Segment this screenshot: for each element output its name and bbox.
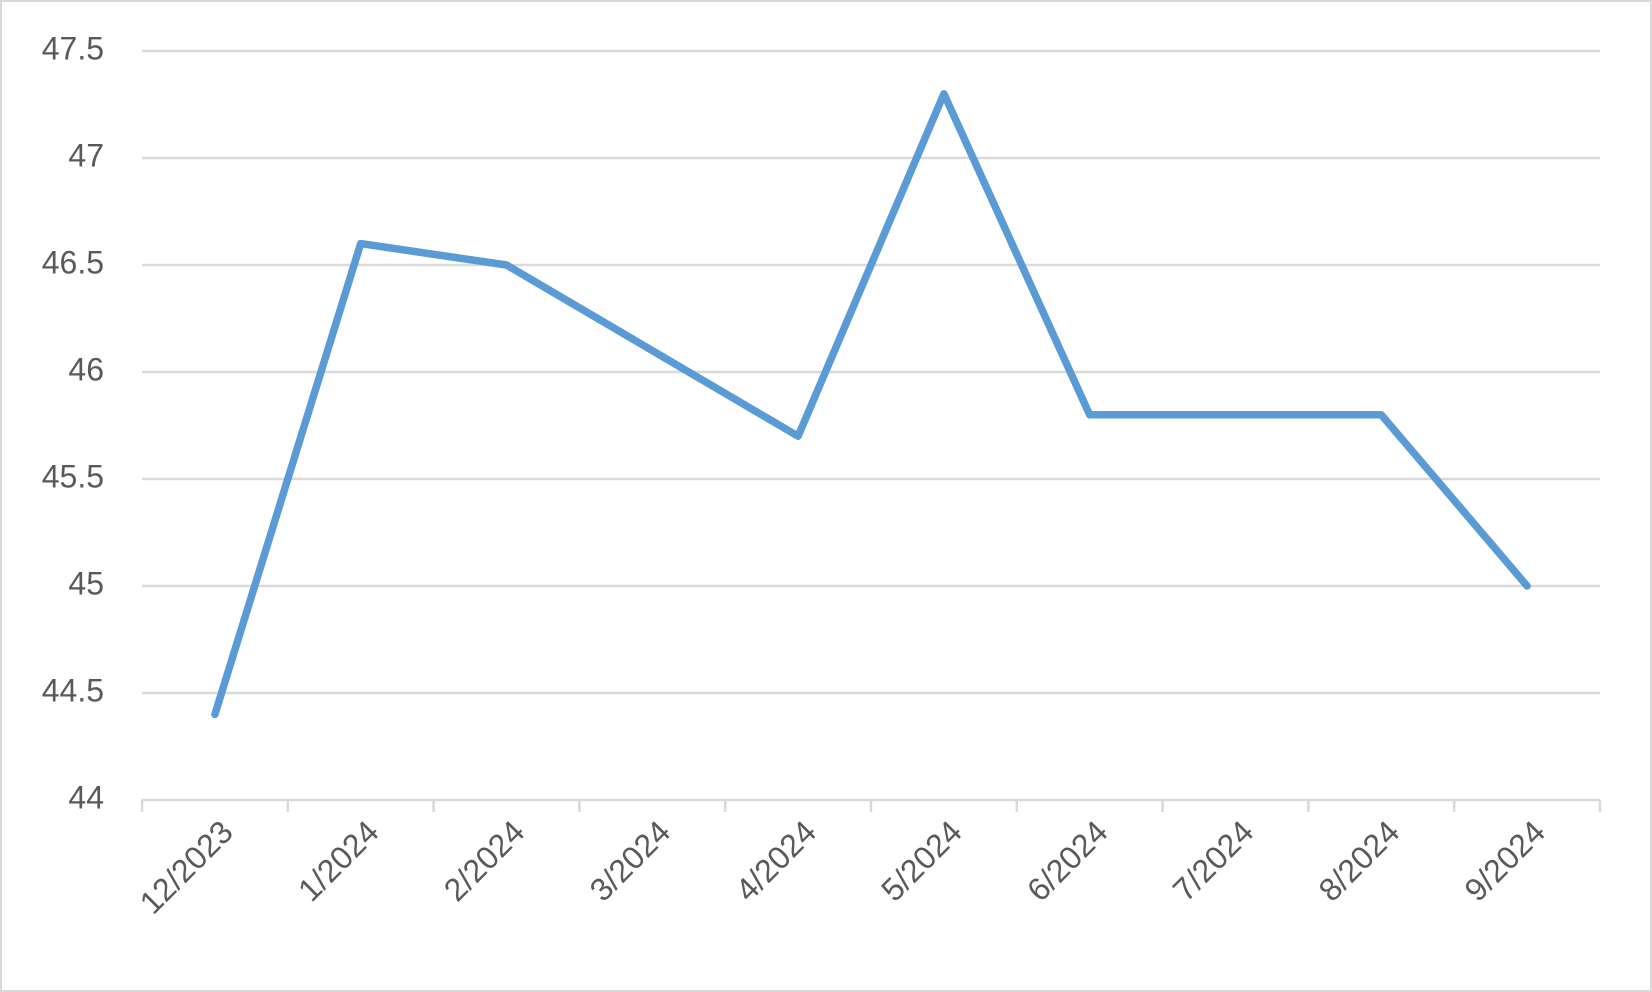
y-tick-label: 44 [68, 779, 104, 815]
y-tick-label: 45 [68, 565, 104, 601]
y-tick-label: 46.5 [42, 244, 104, 280]
y-tick-label: 47 [68, 137, 104, 173]
data-line [211, 90, 1531, 719]
y-tick-label: 47.5 [42, 30, 104, 66]
y-tick-label: 44.5 [42, 672, 104, 708]
y-tick-label: 46 [68, 351, 104, 387]
y-tick-label: 45.5 [42, 458, 104, 494]
